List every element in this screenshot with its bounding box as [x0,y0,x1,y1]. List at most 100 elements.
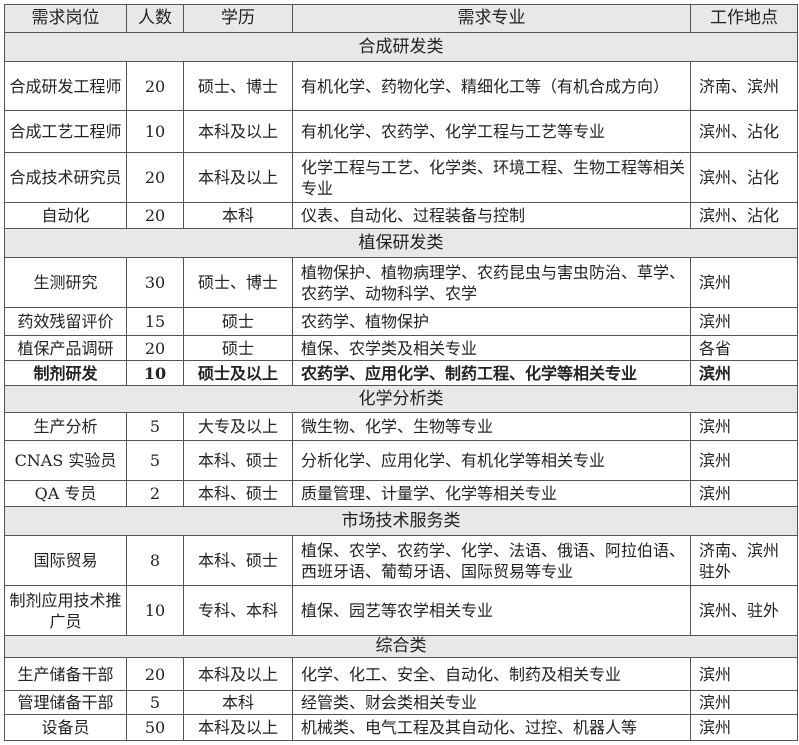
cell-education: 硕士 [183,307,293,336]
table-row: CNAS 实验员 5 本科、硕士 分析化学、应用化学、有机化学等相关专业 滨州 [4,440,798,481]
table-row: 国际贸易 8 本科、硕士 植保、农学、农药学、化学、法语、俄语、阿拉伯语、西班牙语、葡… [4,535,798,586]
cell-education: 本科及以上 [183,714,293,741]
cell-position: 设备员 [4,714,127,741]
table-row: 管理储备干部 5 本科 经管类、财会类相关专业 滨州 [4,690,798,715]
cell-major: 质量管理、计量学、化学等相关专业 [292,480,691,507]
header-count: 人数 [126,4,184,33]
cell-major: 植保、农学类及相关专业 [292,335,691,361]
table-row: 制剂应用技术推广员 10 专科、本科 植保、园艺等农学相关专业 滨州、驻外 [4,585,798,636]
category-label: 合成研发类 [4,32,798,62]
category-label: 综合类 [4,635,798,658]
cell-major: 化学、化工、安全、自动化、制药及相关专业 [292,657,691,691]
table-row: 合成工艺工程师 10 本科及以上 有机化学、农药学、化学工程与工艺等专业 滨州、沾化 [4,110,798,153]
cell-position: 药效残留评价 [4,307,127,336]
cell-major: 经管类、财会类相关专业 [292,690,691,715]
cell-count: 15 [126,307,184,336]
cell-education: 本科、硕士 [183,535,293,586]
cell-major: 有机化学、农药学、化学工程与工艺等专业 [292,110,691,153]
cell-location: 济南、滨州驻外 [690,535,798,586]
category-label: 市场技术服务类 [4,506,798,536]
category-row: 化学分析类 [4,385,798,413]
cell-education: 专科、本科 [183,585,293,636]
cell-count: 5 [126,440,184,481]
cell-location: 滨州、沾化 [690,110,798,153]
cell-location: 滨州、沾化 [690,202,798,229]
cell-major: 植保、园艺等农学相关专业 [292,585,691,636]
cell-position: 合成研发工程师 [4,61,127,111]
cell-location: 滨州 [690,412,798,441]
cell-location: 滨州 [690,714,798,741]
cell-education: 硕士、博士 [183,61,293,111]
cell-major: 植保、农学、农药学、化学、法语、俄语、阿拉伯语、西班牙语、葡萄牙语、国际贸易等专… [292,535,691,586]
cell-major: 有机化学、药物化学、精细化工等（有机合成方向） [292,61,691,111]
cell-count: 20 [126,657,184,691]
cell-count: 5 [126,412,184,441]
table-row: 生测研究 30 硕士、博士 植物保护、植物病理学、农药昆虫与害虫防治、草学、农药学、动… [4,257,798,308]
cell-major: 植物保护、植物病理学、农药昆虫与害虫防治、草学、农药学、动物科学、农学 [292,257,691,308]
category-row: 综合类 [4,635,798,658]
cell-location: 各省 [690,335,798,361]
table-row: 自动化 20 本科 仪表、自动化、过程装备与控制 滨州、沾化 [4,202,798,229]
cell-position: 自动化 [4,202,127,229]
cell-major: 微生物、化学、生物等专业 [292,412,691,441]
cell-position: QA 专员 [4,480,127,507]
cell-position: 合成工艺工程师 [4,110,127,153]
cell-education: 本科及以上 [183,110,293,153]
cell-education: 大专及以上 [183,412,293,441]
category-label: 化学分析类 [4,385,798,413]
table-row: QA 专员 2 本科、硕士 质量管理、计量学、化学等相关专业 滨州 [4,480,798,507]
cell-major: 仪表、自动化、过程装备与控制 [292,202,691,229]
table-row: 生产分析 5 大专及以上 微生物、化学、生物等专业 滨州 [4,412,798,441]
cell-major: 化学工程与工艺、化学类、环境工程、生物工程等相关专业 [292,152,691,203]
header-position: 需求岗位 [4,4,127,33]
table-row: 植保产品调研 20 硕士 植保、农学类及相关专业 各省 [4,335,798,361]
cell-count: 10 [126,110,184,153]
cell-location: 滨州 [690,257,798,308]
cell-location: 滨州 [690,690,798,715]
table-row: 制剂研发 10 硕士及以上 农药学、应用化学、制药工程、化学等相关专业 滨州 [4,360,798,386]
cell-location: 滨州 [690,657,798,691]
category-row: 市场技术服务类 [4,506,798,536]
table-row: 药效残留评价 15 硕士 农药学、植物保护 滨州 [4,307,798,336]
header-row: 需求岗位 人数 学历 需求专业 工作地点 [4,4,798,33]
cell-location: 济南、滨州 [690,61,798,111]
cell-count: 10 [126,360,184,386]
cell-education: 本科、硕士 [183,440,293,481]
cell-location: 滨州 [690,360,798,386]
cell-major: 农药学、应用化学、制药工程、化学等相关专业 [292,360,691,386]
cell-count: 8 [126,535,184,586]
cell-position: 植保产品调研 [4,335,127,361]
cell-location: 滨州 [690,480,798,507]
recruitment-table: 需求岗位 人数 学历 需求专业 工作地点 合成研发类 合成研发工程师 20 硕士、博士… [4,4,798,741]
cell-count: 20 [126,335,184,361]
cell-major: 分析化学、应用化学、有机化学等相关专业 [292,440,691,481]
cell-position: 国际贸易 [4,535,127,586]
category-row: 合成研发类 [4,32,798,62]
header-education: 学历 [183,4,293,33]
cell-education: 本科 [183,202,293,229]
cell-count: 30 [126,257,184,308]
cell-location: 滨州 [690,307,798,336]
category-label: 植保研发类 [4,228,798,258]
cell-count: 2 [126,480,184,507]
cell-location: 滨州、沾化 [690,152,798,203]
table-row: 生产储备干部 20 本科及以上 化学、化工、安全、自动化、制药及相关专业 滨州 [4,657,798,691]
category-row: 植保研发类 [4,228,798,258]
cell-education: 本科及以上 [183,657,293,691]
cell-education: 本科及以上 [183,152,293,203]
cell-position: 合成技术研究员 [4,152,127,203]
cell-education: 本科、硕士 [183,480,293,507]
cell-position: 生产储备干部 [4,657,127,691]
cell-education: 硕士、博士 [183,257,293,308]
cell-count: 20 [126,152,184,203]
header-location: 工作地点 [690,4,798,33]
cell-position: 生测研究 [4,257,127,308]
cell-count: 50 [126,714,184,741]
cell-position: 生产分析 [4,412,127,441]
table-row: 合成研发工程师 20 硕士、博士 有机化学、药物化学、精细化工等（有机合成方向） 济南、… [4,61,798,111]
cell-count: 20 [126,61,184,111]
cell-position: 制剂研发 [4,360,127,386]
cell-education: 硕士 [183,335,293,361]
cell-position: CNAS 实验员 [4,440,127,481]
cell-education: 硕士及以上 [183,360,293,386]
